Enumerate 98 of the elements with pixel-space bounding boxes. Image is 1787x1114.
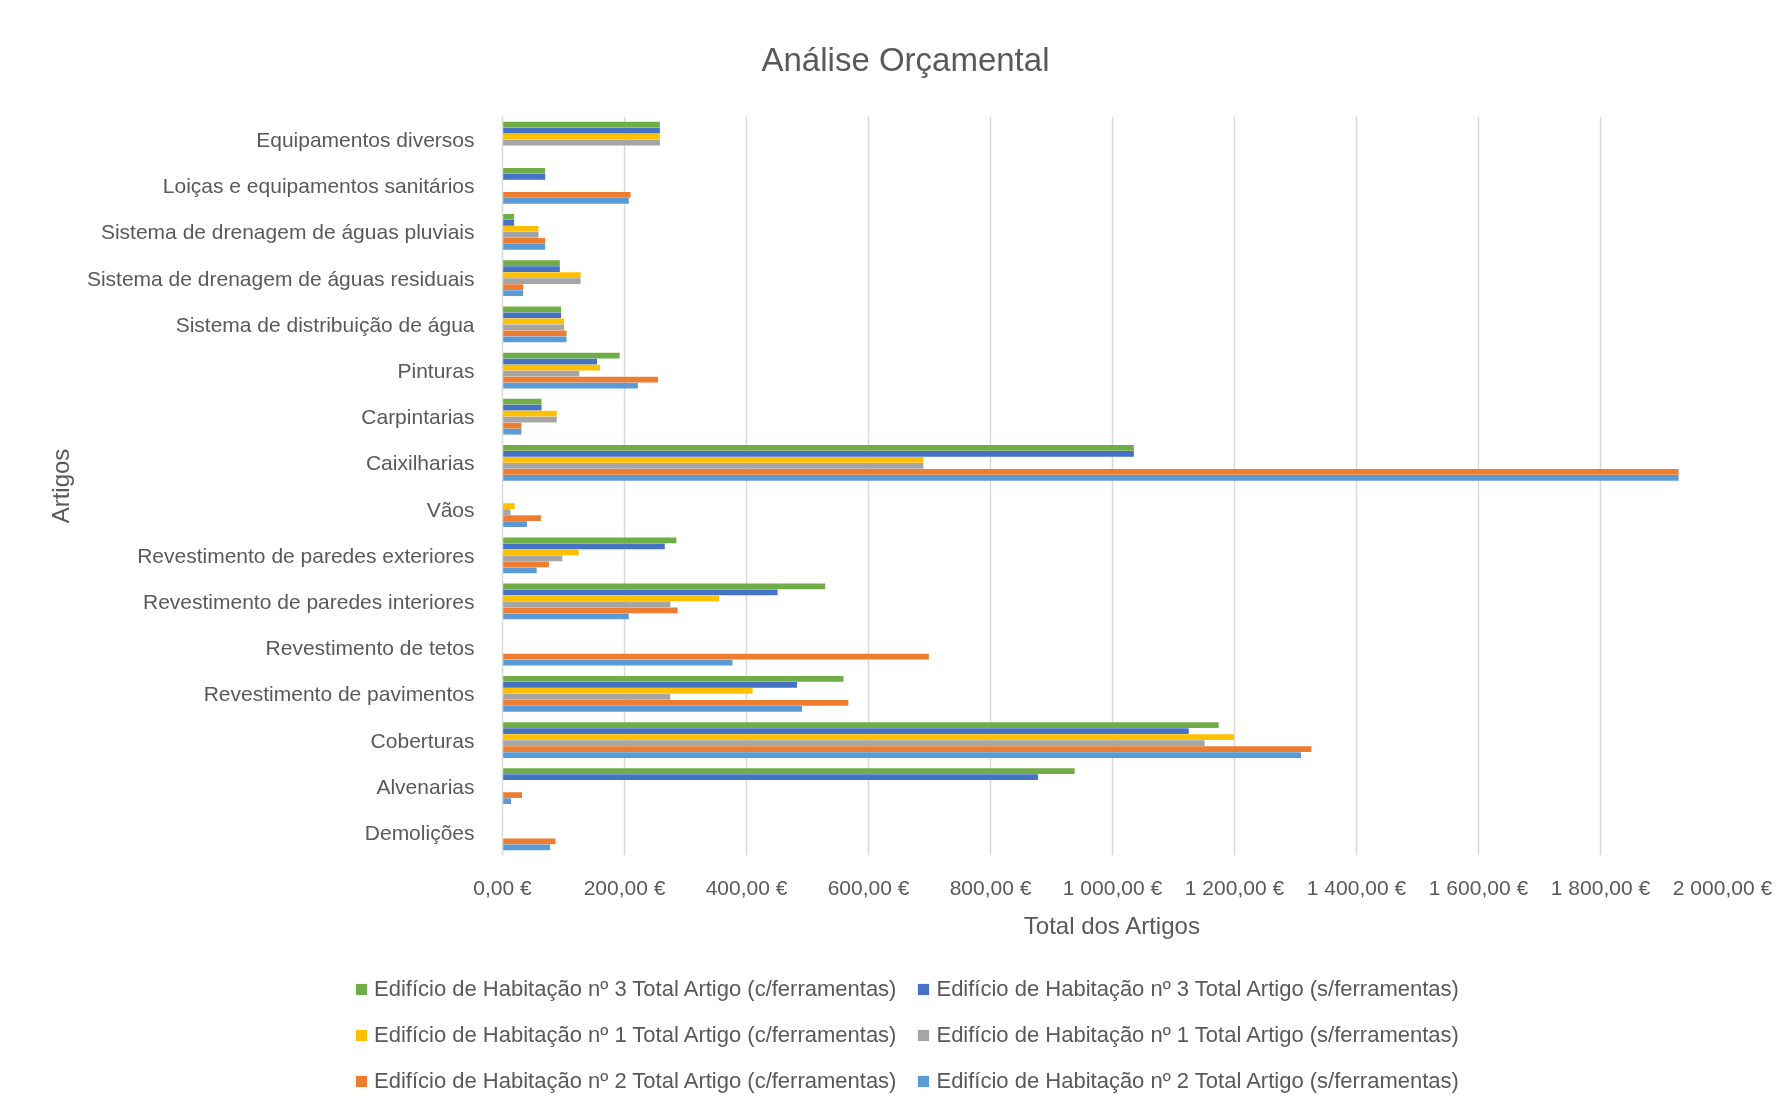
legend-label: Edifício de Habitação nº 1 Total Artigo (c/ferramentas) — [374, 1022, 897, 1048]
bar — [502, 555, 563, 562]
bar — [502, 238, 546, 244]
bar — [502, 232, 539, 238]
y-tick-label: Equipamentos diversos — [256, 128, 475, 152]
bar — [502, 428, 522, 435]
bar — [502, 266, 560, 273]
bar — [502, 226, 539, 232]
bar — [502, 681, 798, 688]
bar — [502, 798, 512, 805]
legend-label: Edifício de Habitação nº 1 Total Artigo (s/ferramentas) — [936, 1022, 1459, 1048]
bar — [502, 410, 557, 417]
bar — [502, 675, 844, 682]
bar — [502, 521, 527, 527]
bar — [502, 752, 1301, 758]
bar — [502, 324, 565, 331]
bar — [502, 722, 1219, 728]
bar — [502, 509, 511, 515]
legend-label: Edifício de Habitação nº 3 Total Artigo (s/ferramentas) — [936, 976, 1459, 1002]
bar — [502, 549, 579, 556]
bar — [502, 197, 629, 204]
bar — [502, 278, 581, 285]
x-tick-label: 1 800,00 € — [1550, 875, 1651, 899]
bar — [502, 705, 803, 712]
bar — [502, 687, 753, 694]
bar — [502, 330, 567, 337]
x-tick-label: 1 400,00 € — [1306, 875, 1407, 899]
bar — [502, 740, 1205, 746]
bar — [502, 306, 562, 313]
bar — [502, 693, 671, 700]
y-tick-label: Revestimento de paredes exteriores — [137, 543, 475, 567]
bar — [502, 272, 581, 279]
bar — [502, 318, 565, 325]
bar — [502, 503, 515, 509]
x-tick-label: 2 000,00 € — [1672, 875, 1773, 899]
legend-label: Edifício de Habitação nº 2 Total Artigo (c/ferramentas) — [374, 1068, 897, 1094]
bar — [502, 422, 522, 429]
bar — [502, 398, 542, 405]
y-tick-label: Sistema de distribuição de água — [175, 312, 475, 336]
bar — [502, 244, 546, 250]
bar — [502, 543, 665, 550]
bar — [502, 404, 542, 411]
bar — [502, 416, 557, 423]
x-tick-label: 600,00 € — [827, 875, 910, 899]
y-tick-label: Alvenarias — [376, 774, 475, 798]
bar — [502, 167, 546, 174]
bar — [502, 699, 849, 706]
bar — [502, 746, 1312, 752]
x-tick-label: 800,00 € — [949, 875, 1032, 899]
y-tick-label: Caixilharias — [365, 451, 475, 475]
bar — [502, 768, 1075, 775]
bar — [502, 290, 524, 297]
legend-label: Edifício de Habitação nº 3 Total Artigo (c/ferramentas) — [374, 976, 897, 1002]
bar — [502, 475, 1679, 481]
y-tick-label: Revestimento de paredes interiores — [142, 589, 475, 613]
x-axis-title: Total dos Artigos — [1023, 911, 1200, 939]
y-axis-title: Artigos — [46, 448, 74, 524]
legend-label: Edifício de Habitação nº 2 Total Artigo (s/ferramentas) — [936, 1068, 1459, 1094]
y-tick-label: Demolições — [364, 820, 475, 844]
bar — [502, 260, 560, 267]
bar — [502, 457, 924, 463]
bar — [502, 312, 562, 319]
y-tick-label: Sistema de drenagem de águas residuais — [86, 266, 475, 290]
bar — [502, 191, 631, 198]
bar — [502, 728, 1189, 734]
bar — [502, 561, 549, 568]
y-tick-label: Carpintarias — [361, 405, 475, 429]
bar — [502, 734, 1234, 740]
x-tick-label: 0,00 € — [473, 875, 533, 899]
bar — [502, 537, 677, 544]
x-tick-label: 400,00 € — [705, 875, 788, 899]
bar — [502, 336, 567, 343]
bar — [502, 515, 541, 521]
bar — [502, 659, 733, 666]
x-tick-label: 1 200,00 € — [1184, 875, 1285, 899]
bar — [502, 774, 1039, 781]
bar — [502, 469, 1679, 475]
bar — [502, 220, 515, 226]
bar — [502, 792, 523, 799]
y-tick-label: Revestimento de tetos — [265, 636, 475, 660]
x-tick-label: 1 600,00 € — [1428, 875, 1529, 899]
bar — [502, 445, 1134, 451]
bar — [502, 214, 515, 220]
bar — [502, 567, 537, 574]
y-tick-label: Pinturas — [397, 359, 475, 383]
y-tick-label: Revestimento de pavimentos — [203, 682, 475, 706]
y-tick-label: Vãos — [426, 497, 475, 521]
y-tick-label: Coberturas — [370, 728, 475, 752]
bar — [502, 173, 546, 180]
bar — [502, 463, 924, 469]
bar — [502, 451, 1134, 457]
x-tick-label: 200,00 € — [583, 875, 666, 899]
y-tick-label: Loiças e equipamentos sanitários — [162, 174, 475, 198]
bar — [502, 653, 929, 660]
x-tick-label: 1 000,00 € — [1062, 875, 1163, 899]
chart-title: Análise Orçamental — [761, 41, 1050, 78]
bar — [502, 284, 524, 291]
y-tick-label: Sistema de drenagem de águas pluviais — [100, 220, 475, 244]
